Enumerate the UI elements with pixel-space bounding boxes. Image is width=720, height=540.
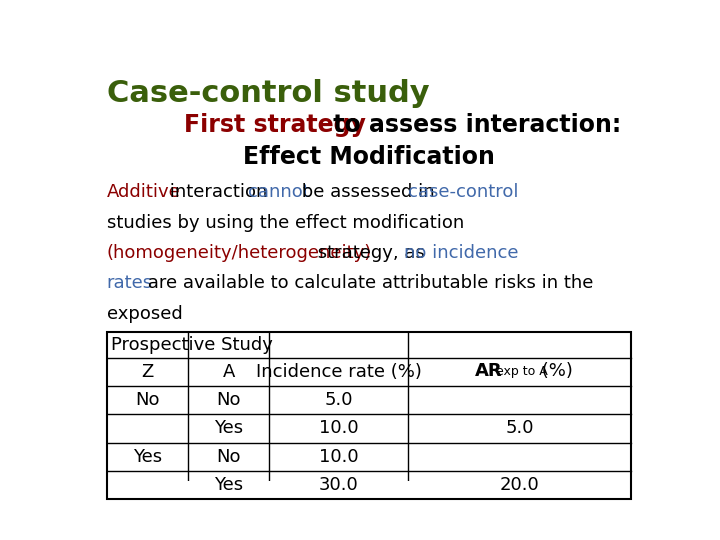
Text: Prospective Study: Prospective Study — [111, 336, 273, 354]
Text: 10.0: 10.0 — [319, 420, 359, 437]
Text: interaction: interaction — [164, 183, 273, 201]
Text: Z: Z — [141, 363, 153, 381]
Text: No: No — [217, 391, 241, 409]
Text: exp to A: exp to A — [496, 366, 548, 379]
Text: case-control: case-control — [408, 183, 518, 201]
Text: be assessed in: be assessed in — [297, 183, 441, 201]
Text: to assess interaction:: to assess interaction: — [325, 113, 621, 137]
Text: rates: rates — [107, 274, 153, 292]
Text: strategy, as: strategy, as — [312, 244, 431, 262]
Text: Additive: Additive — [107, 183, 181, 201]
Text: (%): (%) — [536, 362, 573, 380]
Text: 5.0: 5.0 — [505, 420, 534, 437]
Text: Yes: Yes — [214, 420, 243, 437]
Text: Effect Modification: Effect Modification — [243, 145, 495, 169]
Text: exposed: exposed — [107, 305, 182, 323]
Text: Case-control study: Case-control study — [107, 79, 429, 109]
Text: Yes: Yes — [214, 476, 243, 494]
Text: (homogeneity/heterogeneity): (homogeneity/heterogeneity) — [107, 244, 372, 262]
Text: A: A — [222, 363, 235, 381]
Text: are available to calculate attributable risks in the: are available to calculate attributable … — [143, 274, 594, 292]
Bar — [107, 332, 631, 500]
Text: AR: AR — [474, 362, 503, 380]
Text: 5.0: 5.0 — [325, 391, 353, 409]
Text: studies by using the effect modification: studies by using the effect modification — [107, 214, 464, 232]
Text: 10.0: 10.0 — [319, 448, 359, 466]
Text: 20.0: 20.0 — [500, 476, 540, 494]
Text: No: No — [135, 391, 160, 409]
Text: Incidence rate (%): Incidence rate (%) — [256, 363, 422, 381]
Text: cannot: cannot — [248, 183, 310, 201]
Text: No: No — [217, 448, 241, 466]
Text: First strategy: First strategy — [184, 113, 366, 137]
Text: Yes: Yes — [132, 448, 162, 466]
Text: 30.0: 30.0 — [319, 476, 359, 494]
Text: no incidence: no incidence — [404, 244, 518, 262]
